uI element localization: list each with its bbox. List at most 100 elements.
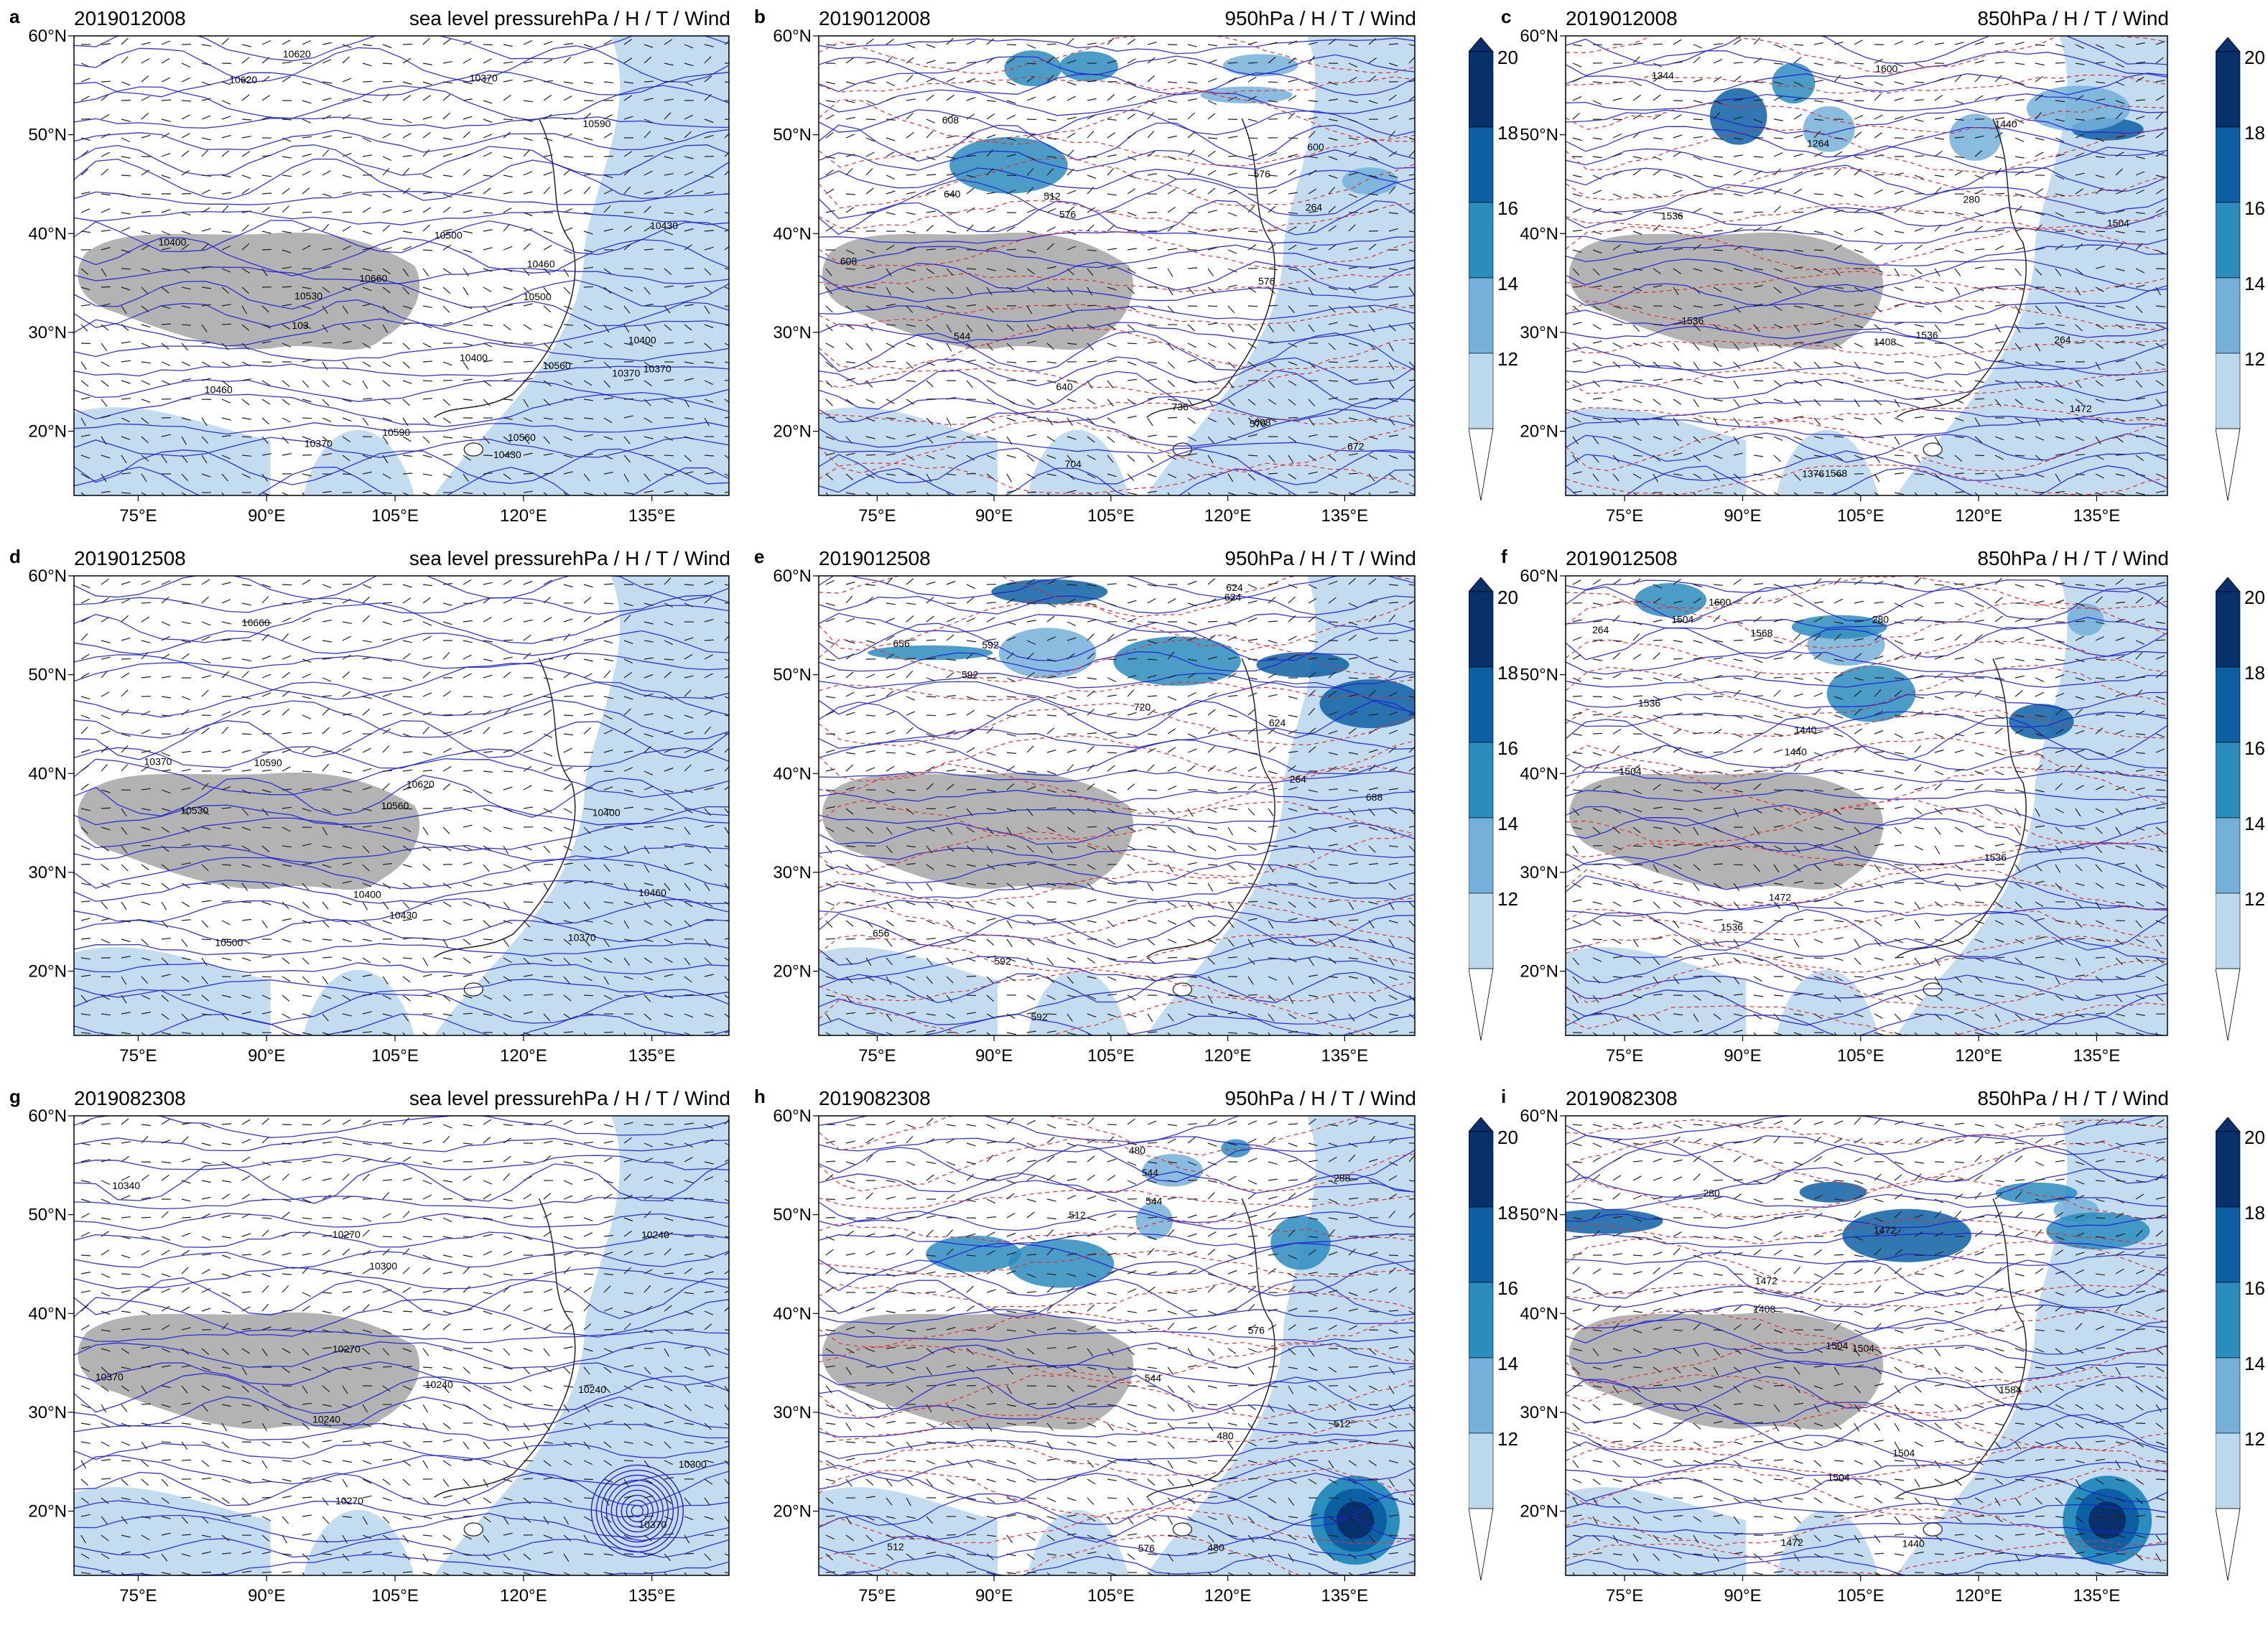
panel-title: 950hPa / H / T / Wind [1224, 547, 1416, 570]
wind-barb [363, 81, 372, 82]
wind-barb [886, 361, 896, 362]
wind-barb [483, 455, 493, 456]
wind-barb [926, 715, 936, 716]
contour-value-label: 688 [1366, 791, 1383, 803]
lon-label: 75°E [858, 506, 896, 526]
wind-barb [1369, 286, 1378, 287]
contour-value-label: 10560 [508, 432, 536, 443]
wind-barb [1794, 958, 1803, 959]
wind-barb [1714, 714, 1723, 715]
lat-label: 50°N [28, 666, 67, 685]
lat-label: 20°N [773, 422, 812, 442]
lat-label: 30°N [28, 323, 67, 343]
contour-value-label: 576 [1059, 209, 1077, 220]
wind-barb [1995, 193, 2004, 194]
panel-date: 2019012508 [74, 547, 186, 570]
contour-value-label: 264 [2054, 334, 2071, 345]
wind-barb [1874, 380, 1884, 381]
wind-barb [1814, 194, 1823, 195]
wind-barb [644, 81, 654, 82]
contour-value-label: 624 [1269, 717, 1286, 729]
strong-wind-patch [1256, 652, 1349, 677]
wind-barb [967, 474, 976, 475]
wind-barb [1007, 249, 1016, 250]
map-panel-f: 1440147215041536156816002642801536153615… [1497, 576, 2178, 1100]
wind-barb [1754, 846, 1763, 847]
wind-barb [1389, 286, 1398, 287]
contour-value-label: 592 [962, 669, 979, 681]
lon-label: 120°E [500, 506, 547, 526]
strong-wind-patch [1710, 88, 1767, 145]
contour-value-label: 10400 [353, 888, 381, 900]
wind-barb [1409, 1032, 1418, 1033]
contour-value-label: 576 [1258, 275, 1275, 286]
wind-barb [383, 81, 392, 82]
lon-label: 90°E [975, 506, 1013, 526]
wind-barb [282, 584, 292, 585]
wind-barb [222, 324, 231, 325]
wind-barb [524, 902, 533, 903]
panel-date: 2019012008 [1566, 7, 1678, 30]
wind-barb [1653, 44, 1663, 45]
lon-label: 120°E [1204, 1046, 1252, 1066]
contour-value-label: 1568 [1825, 467, 1847, 479]
contour-value-label: 10530 [294, 290, 322, 302]
lon-label: 75°E [119, 1046, 157, 1066]
panel-date: 2019012008 [819, 7, 931, 30]
wind-barb [1248, 138, 1258, 139]
wind-barb [1228, 62, 1237, 63]
wind-barb [403, 696, 412, 697]
contour-value-label: 10590 [382, 427, 410, 438]
contour-value-label: 10400 [460, 352, 488, 363]
wind-barb [1268, 305, 1278, 306]
contour-value-label: 1472 [2070, 403, 2092, 414]
wind-barb [322, 474, 332, 475]
contour-value-label: 736 [1172, 401, 1189, 412]
contour-value-label: 10620 [283, 48, 311, 60]
wind-barb [826, 938, 835, 939]
wind-barb [1208, 306, 1217, 307]
contour-value-label: 592 [994, 956, 1011, 967]
contour-value-label: 10370 [144, 755, 172, 767]
wind-barb [524, 361, 533, 362]
wind-barb [503, 119, 513, 120]
wind-barb [1935, 602, 1944, 603]
lat-label: 30°N [773, 323, 812, 343]
contour-value-label: 1600 [1875, 63, 1897, 75]
contour-value-label: 608 [942, 114, 959, 126]
wind-barb [1208, 621, 1217, 622]
contour-value-label: 1536 [1916, 330, 1938, 341]
wind-barb [1128, 343, 1137, 344]
wind-barb [1814, 306, 1823, 307]
wind-barb [503, 343, 513, 344]
contour-value-label: 280 [1963, 193, 1981, 205]
wind-barb [1794, 212, 1803, 213]
lon-label: 90°E [1724, 506, 1761, 526]
wind-barb [1369, 231, 1378, 232]
wind-barb [1128, 939, 1137, 940]
contour-value-label: 656 [873, 927, 890, 938]
contour-value-label: 10400 [628, 335, 656, 346]
map-panel-c: 1376140814401472150413441264156816001536… [1497, 36, 2178, 560]
wind-barb [1409, 343, 1418, 344]
panel-letter: d [9, 546, 21, 568]
wind-barb [664, 81, 674, 82]
contour-value-label: 10400 [592, 807, 621, 819]
map-panel-d: 1056010530106201059010500106601046010400… [6, 576, 740, 1100]
wind-barb [1774, 677, 1783, 678]
wind-barb [1248, 659, 1258, 660]
strong-wind-patch [1004, 50, 1061, 86]
contour-value-label: 10370 [305, 437, 333, 449]
lon-label: 90°E [248, 1046, 285, 1066]
contour-value-label: 10460 [638, 887, 666, 898]
wind-barb [121, 658, 131, 659]
wind-barb [1309, 492, 1318, 493]
lat-label: 60°N [28, 27, 67, 46]
contour-value-label: 10560 [543, 360, 571, 371]
wind-barb [1693, 119, 1703, 120]
wind-barb [242, 640, 251, 641]
lon-label: 105°E [371, 1046, 419, 1066]
lat-label: 60°N [773, 567, 812, 586]
panel-date: 2019012008 [74, 7, 186, 30]
wind-barb [1673, 658, 1683, 659]
